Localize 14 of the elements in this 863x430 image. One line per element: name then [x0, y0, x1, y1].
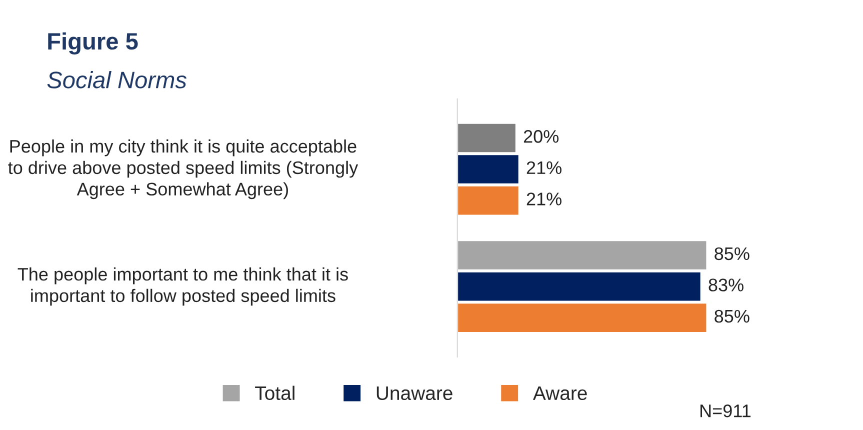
data-label: 85% — [714, 310, 750, 323]
data-label: 20% — [524, 130, 559, 143]
data-label: 83% — [708, 278, 744, 292]
legend-label: Aware — [532, 386, 587, 400]
y-tick-label: People in my city think it is quite acceptable to drive above posted speed limits (Strongly Agree + Somewhat Agree) — [8, 139, 358, 200]
legend-label: Unaware — [376, 386, 452, 400]
text: Social Norms — [47, 71, 187, 88]
data-label: 85% — [714, 247, 750, 260]
data-label: 21% — [526, 161, 562, 174]
y-tick-label: The people important to me think that it is important to follow posted speed limits — [18, 267, 348, 306]
text: N=911 — [700, 404, 751, 418]
data-label: 21% — [526, 192, 562, 206]
text: Figure 5 — [48, 32, 138, 54]
legend-label: Total — [255, 386, 294, 400]
